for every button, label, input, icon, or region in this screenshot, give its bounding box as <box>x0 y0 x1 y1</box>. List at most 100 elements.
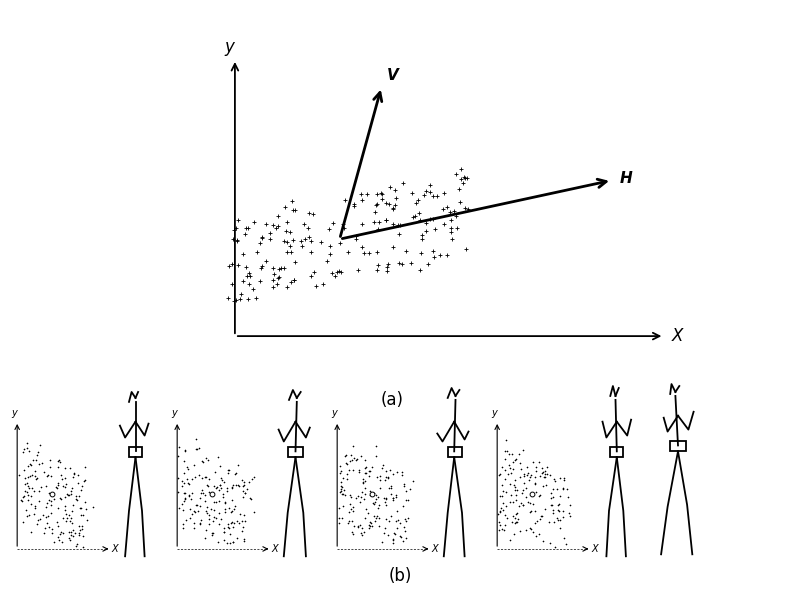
Point <box>34 514 46 524</box>
Point <box>214 461 226 470</box>
Point <box>380 472 393 482</box>
Point <box>208 512 221 522</box>
Point <box>500 447 513 456</box>
Point <box>20 488 33 497</box>
Point <box>230 516 243 526</box>
Point <box>400 534 413 543</box>
Point <box>226 259 238 269</box>
Point <box>226 234 239 244</box>
Point <box>373 521 386 531</box>
Point <box>369 207 382 217</box>
Point <box>397 501 410 510</box>
Point <box>371 260 384 270</box>
Point <box>239 223 252 233</box>
Point <box>332 513 345 523</box>
Point <box>23 459 36 469</box>
Point <box>552 505 565 515</box>
Point <box>74 504 87 513</box>
Point <box>414 266 426 275</box>
Point <box>334 461 346 471</box>
Point <box>200 472 213 482</box>
Point <box>408 211 421 220</box>
Point <box>59 516 72 526</box>
Point <box>509 513 522 523</box>
Point <box>62 491 75 500</box>
Point <box>295 241 308 251</box>
Point <box>332 266 345 275</box>
Point <box>500 501 513 510</box>
Point <box>399 515 412 524</box>
Point <box>305 270 318 280</box>
Point <box>367 511 380 521</box>
Point <box>173 503 186 513</box>
Point <box>214 473 227 483</box>
Point <box>351 522 364 531</box>
Point <box>336 473 349 483</box>
Point <box>58 505 71 515</box>
Point <box>526 490 538 499</box>
Point <box>210 482 223 492</box>
Point <box>76 542 89 552</box>
Point <box>230 296 242 305</box>
Point <box>536 464 549 473</box>
Point <box>394 221 406 230</box>
Point <box>389 201 402 210</box>
Text: H: H <box>620 171 633 186</box>
Point <box>518 478 530 488</box>
Point <box>534 472 546 481</box>
Point <box>271 221 284 230</box>
Point <box>495 503 508 513</box>
Point <box>366 498 379 507</box>
Point <box>356 195 369 205</box>
Point <box>334 267 347 277</box>
Point <box>372 492 385 501</box>
Point <box>223 261 236 271</box>
Point <box>335 490 348 499</box>
Point <box>26 484 38 493</box>
Point <box>356 487 369 497</box>
Point <box>31 515 44 524</box>
Point <box>506 450 518 459</box>
Point <box>28 487 41 496</box>
Point <box>366 463 378 472</box>
Point <box>51 462 64 472</box>
Point <box>242 223 254 233</box>
Point <box>62 534 75 543</box>
Point <box>381 261 394 271</box>
Point <box>398 526 411 536</box>
Point <box>445 227 458 237</box>
Point <box>499 454 512 464</box>
Point <box>29 471 42 481</box>
Point <box>362 524 375 533</box>
Point <box>354 497 366 506</box>
Point <box>36 458 49 468</box>
Point <box>238 488 251 498</box>
Point <box>207 497 220 507</box>
Point <box>395 470 408 480</box>
Point <box>364 467 377 476</box>
Point <box>234 294 247 304</box>
Text: X: X <box>672 327 683 345</box>
Point <box>510 509 522 518</box>
Point <box>66 525 79 535</box>
Point <box>495 524 508 534</box>
Point <box>337 501 350 511</box>
Point <box>548 518 561 527</box>
Point <box>194 519 206 529</box>
Point <box>59 501 72 511</box>
Point <box>263 229 276 238</box>
Point <box>216 475 229 485</box>
Point <box>52 480 65 490</box>
Point <box>223 503 236 513</box>
Point <box>243 279 256 289</box>
Point <box>230 534 243 543</box>
Point <box>332 518 345 528</box>
Point <box>554 515 566 524</box>
Point <box>286 235 299 244</box>
Point <box>342 507 355 517</box>
Point <box>80 504 93 513</box>
Point <box>358 463 371 473</box>
Point <box>389 186 402 195</box>
Point <box>226 496 238 505</box>
Point <box>506 511 519 521</box>
